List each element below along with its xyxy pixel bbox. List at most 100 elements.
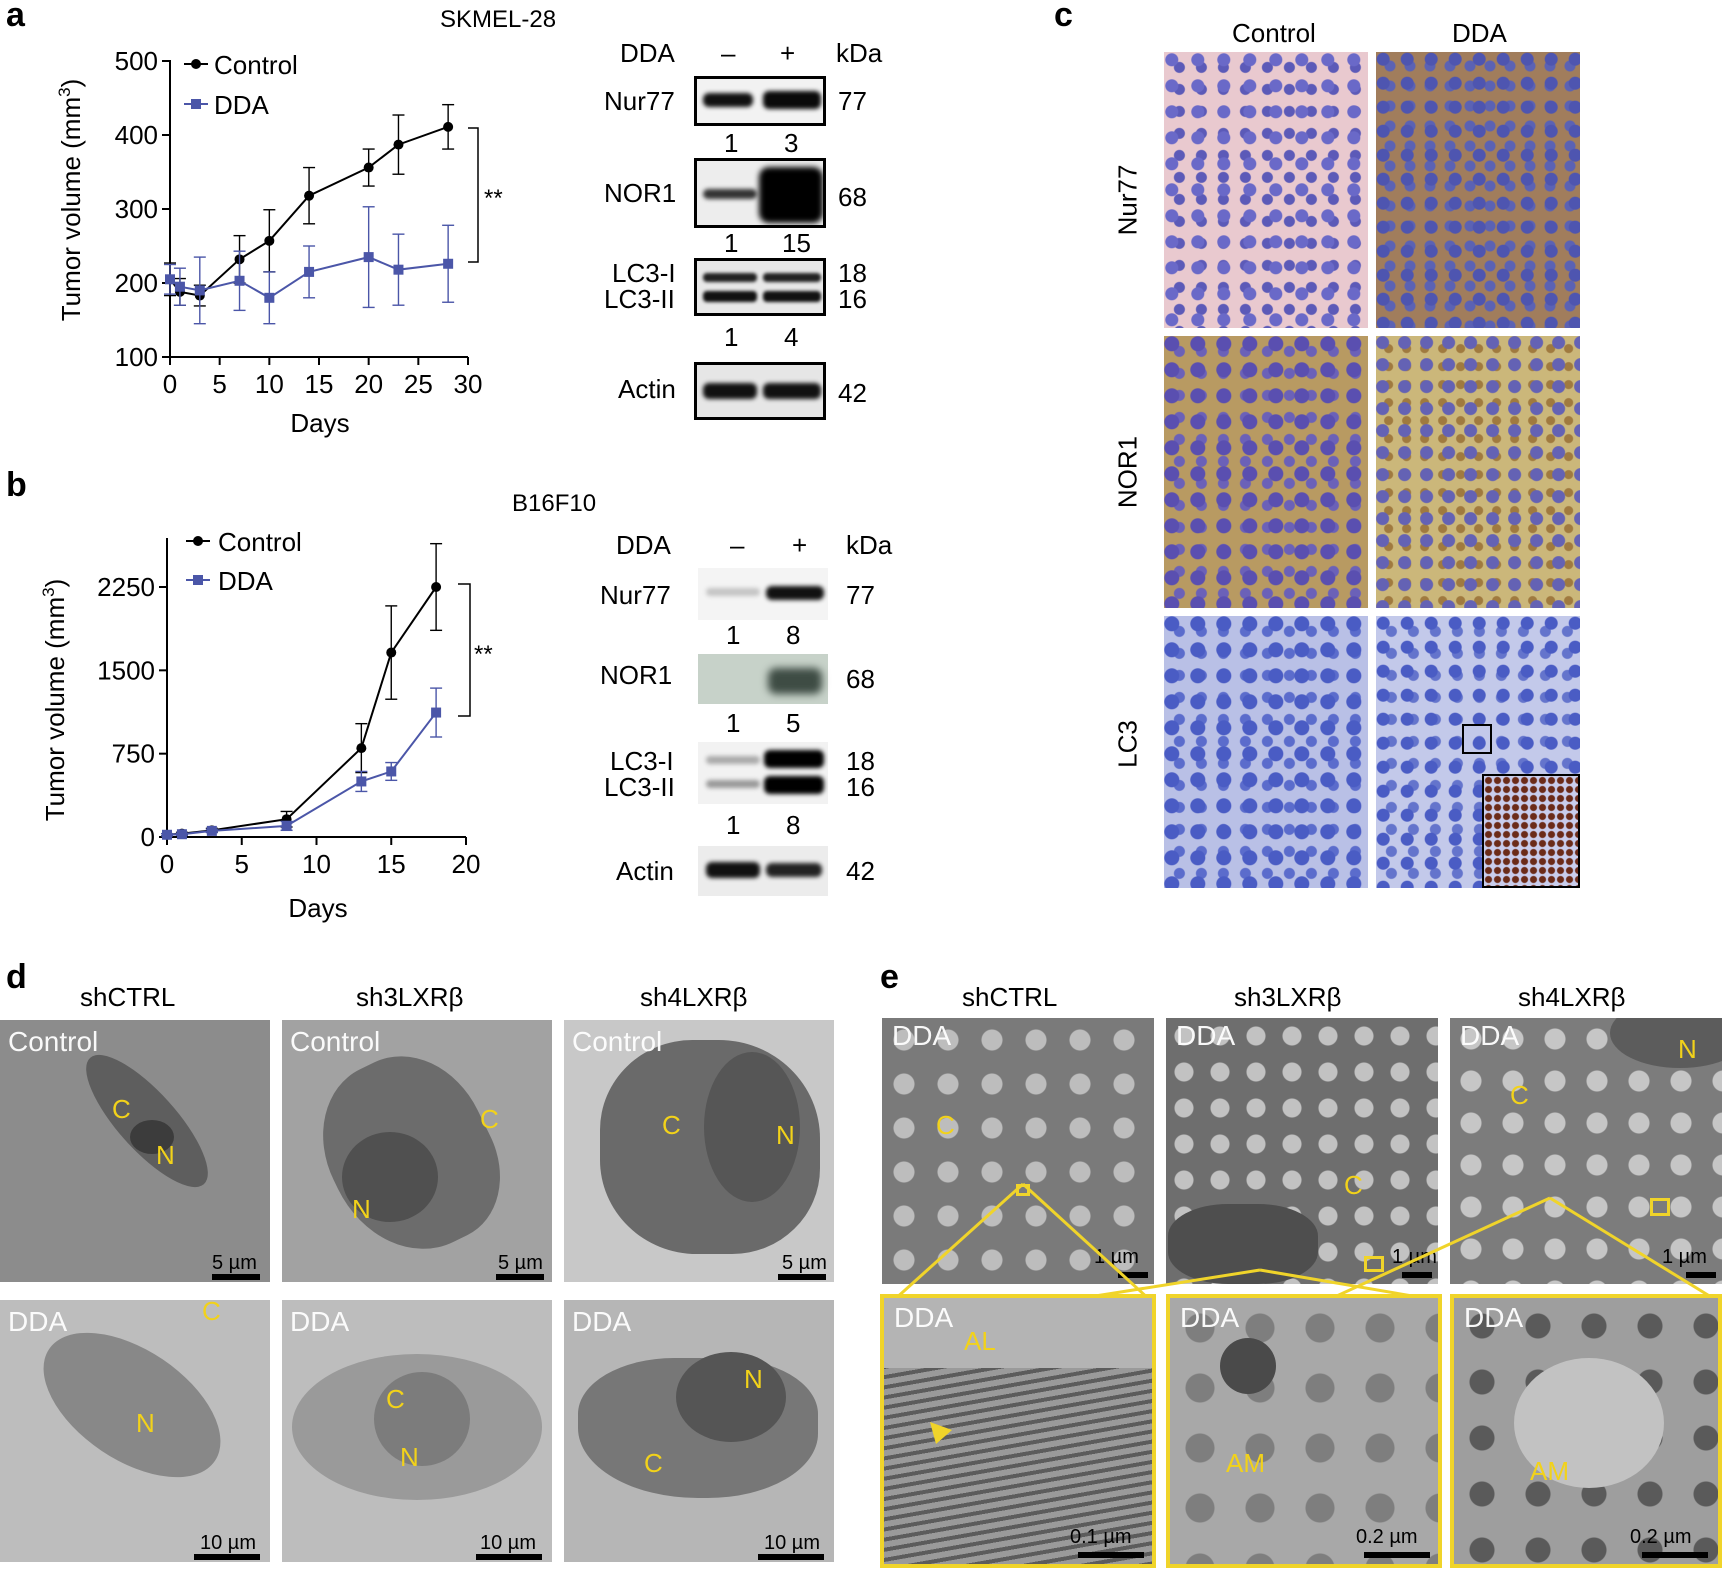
band (703, 93, 753, 107)
panel-e-label: e (880, 958, 899, 996)
scale-bar (1686, 1272, 1716, 1278)
chart-b-ytick-label: 1500 (97, 655, 155, 685)
scale-bar (1402, 1272, 1432, 1278)
legend-b-dda-marker (193, 575, 203, 585)
mark-c: C (1344, 1170, 1363, 1200)
chart-a-point-dda (304, 266, 315, 277)
mark-al: AL (964, 1326, 996, 1356)
nucleus (676, 1352, 786, 1442)
tem-d-sh3-dda: DDA C N 10 µm (282, 1300, 552, 1562)
blot-b-nur77-image (698, 568, 828, 620)
tem-d-row-label: Control (290, 1026, 381, 1057)
scale-label: 1 µm (1094, 1246, 1139, 1268)
chart-a-point-control (443, 121, 454, 132)
chart-a-xtick-label: 30 (454, 369, 483, 399)
chart-a-xtick-label: 20 (354, 369, 383, 399)
panel-b-label: b (6, 466, 27, 504)
mark-n: N (352, 1194, 371, 1224)
chart-b-xtick-label: 20 (452, 849, 481, 879)
chart-b-point-dda (356, 776, 367, 787)
inset-marker (1462, 724, 1492, 754)
panel-d-col-2: sh3LXRβ (356, 982, 464, 1012)
ihc-nor1-control (1164, 336, 1368, 608)
chart-b-point-control (356, 743, 367, 754)
chart-b-series-control-line (166, 586, 437, 836)
mark-am: AM (1226, 1448, 1265, 1478)
panel-e-col-3: sh4LXRβ (1518, 982, 1626, 1012)
legend-a-dda-marker (191, 99, 201, 109)
nucleus (342, 1132, 438, 1222)
scale-label: 5 µm (498, 1252, 543, 1274)
blot-b-row1-label: Nur77 (600, 580, 671, 610)
scale-bar (758, 1554, 824, 1560)
tem-d-sh4-control: Control C N 5 µm (564, 1020, 834, 1282)
blot-a-row1-q2: 3 (784, 128, 799, 158)
blot-a-row1-label: Nur77 (604, 86, 675, 116)
blot-a-lc3-image (694, 258, 826, 316)
blot-a-row1-kda: 77 (838, 86, 867, 116)
blot-a-row2-q1: 1 (724, 228, 739, 258)
chart-b-ylabel: Tumor volume (mm3) (39, 579, 70, 822)
nucleus (704, 1052, 800, 1202)
chart-a-significance-bracket (468, 127, 479, 263)
chart-b-xtick-label: 15 (377, 849, 406, 879)
blot-b-lc3-image (698, 742, 828, 804)
tem-d-row-label: DDA (8, 1306, 68, 1337)
scale-bar (1078, 1552, 1144, 1558)
chart-a-xtick-label: 15 (305, 369, 334, 399)
scale-bar (778, 1274, 826, 1280)
blot-b-row3-kda1: 18 (846, 746, 875, 776)
scale-bar (476, 1554, 542, 1560)
blot-b-plus: + (792, 530, 808, 560)
blot-b-row3-q2: 8 (786, 810, 801, 840)
zoom-frame (1166, 1294, 1442, 1568)
connector (1549, 1196, 1717, 1302)
band (764, 750, 824, 768)
tem-e-zoom-sh4: DDA AM 0.2 µm (1454, 1298, 1718, 1564)
blot-b-treatment: DDA (616, 530, 671, 560)
blot-a-row3-kda2: 16 (838, 284, 867, 314)
blot-a-row2-q2: 15 (782, 228, 811, 258)
nucleus (1168, 1204, 1318, 1284)
blot-b-row3-label1: LC3-I (610, 746, 674, 776)
chart-b-point-dda (176, 829, 187, 840)
chart-b-point-control (386, 647, 397, 658)
chart-a-ylabel: Tumor volume (mm3) (55, 79, 86, 322)
panel-c-col-dda: DDA (1452, 18, 1507, 48)
vesicle (1514, 1358, 1664, 1488)
scale-bar (496, 1274, 544, 1280)
panel-c-row-nor1: NOR1 (1112, 435, 1143, 509)
chart-a-point-dda (363, 252, 374, 263)
chart-b-xtick-label: 0 (160, 849, 174, 879)
mark-c: C (936, 1110, 955, 1140)
connector (1327, 1196, 1551, 1302)
ihc-nur77-control (1164, 52, 1368, 328)
panel-c-row-nur77: Nur77 (1112, 164, 1143, 236)
tem-e-row-label: DDA (1176, 1020, 1236, 1051)
scale-label: 0.2 µm (1630, 1526, 1692, 1548)
mark-am: AM (1530, 1456, 1569, 1486)
panel-e-col-2: sh3LXRβ (1234, 982, 1342, 1012)
blot-b-row1-kda: 77 (846, 580, 875, 610)
panel-c-label: c (1054, 0, 1073, 34)
chart-b-ytick-label: 750 (112, 739, 155, 769)
band (706, 862, 760, 878)
connector (1021, 1182, 1152, 1302)
scale-label: 5 µm (782, 1252, 827, 1274)
mark-c: C (386, 1384, 405, 1414)
tem-e-zoom-row-label: DDA (1464, 1302, 1524, 1333)
band (706, 588, 760, 596)
chart-a-ytick-label: 500 (115, 46, 158, 76)
chart-b-ytick-label: 0 (141, 822, 155, 852)
band (703, 273, 757, 282)
mark-n: N (1678, 1034, 1697, 1064)
panel-d-label: d (6, 958, 27, 996)
scale-bar (1364, 1552, 1430, 1558)
tem-e-zoom-row-label: DDA (894, 1302, 954, 1333)
zoom-frame (880, 1294, 1156, 1568)
chart-a-point-dda (234, 275, 245, 286)
mark-c: C (1510, 1080, 1529, 1110)
arrowhead-icon (930, 1422, 952, 1444)
chart-b-significance-bracket (458, 583, 471, 717)
blot-b-row3-kda2: 16 (846, 772, 875, 802)
